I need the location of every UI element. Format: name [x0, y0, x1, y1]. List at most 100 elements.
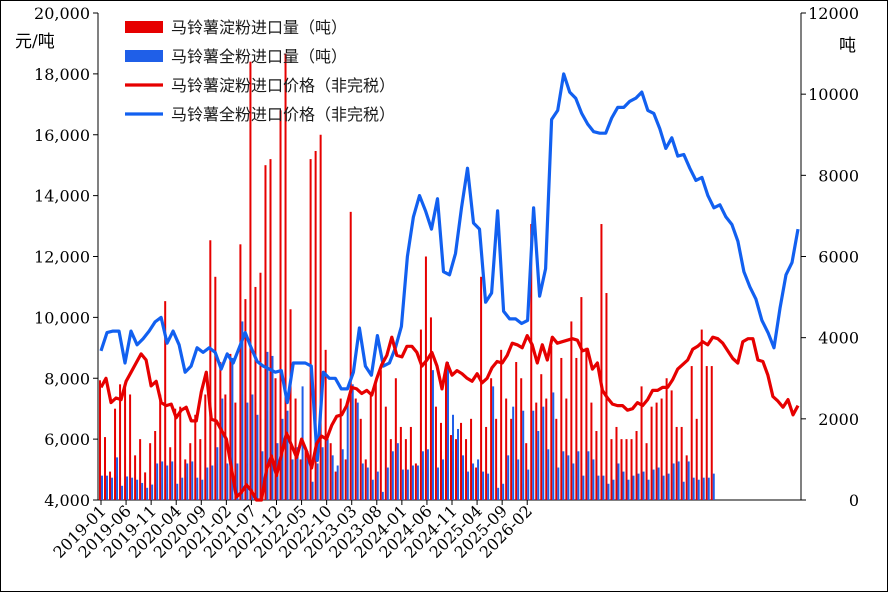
- flour-qty-bar: [411, 465, 414, 500]
- flour-qty-bar: [612, 479, 615, 500]
- starch-qty-bar: [675, 426, 678, 500]
- starch-qty-bar: [374, 382, 377, 500]
- flour-qty-bar: [677, 461, 680, 500]
- flour-qty-bar: [331, 455, 334, 500]
- starch-qty-bar: [174, 408, 177, 500]
- flour-qty-bar: [271, 355, 274, 500]
- flour-price-line: [99, 72, 800, 462]
- flour-qty-bar: [557, 467, 560, 500]
- starch-qty-bar: [329, 443, 332, 500]
- flour-qty-bar: [356, 402, 359, 500]
- flour-qty-bar: [547, 449, 550, 500]
- left-tick-label: 4,000: [44, 491, 90, 510]
- flour-qty-bar: [291, 459, 294, 500]
- flour-qty-bar: [141, 482, 144, 500]
- left-tick-label: 14,000: [34, 187, 90, 206]
- flour-qty-bar: [401, 469, 404, 500]
- starch-qty-bar: [480, 276, 483, 500]
- starch-qty-bar: [665, 378, 668, 500]
- right-axis-unit: 吨: [839, 36, 856, 56]
- flour-qty-bar: [472, 463, 475, 500]
- starch-qty-bar: [475, 467, 478, 500]
- flour-qty-bar: [281, 418, 284, 500]
- starch-qty-bar: [289, 309, 292, 500]
- starch-qty-bar: [264, 165, 267, 500]
- starch-qty-bar: [274, 378, 277, 500]
- starch-qty-bar: [560, 357, 563, 500]
- flour-qty-bar: [176, 483, 179, 500]
- flour-qty-bar: [441, 459, 444, 500]
- starch-qty-bar: [279, 110, 282, 501]
- starch-qty-bar: [364, 459, 367, 500]
- starch-qty-bar: [630, 439, 633, 500]
- starch-qty-bar: [625, 439, 628, 500]
- starch-qty-bar: [119, 384, 122, 500]
- starch-qty-bar: [384, 406, 387, 500]
- starch-qty-bar: [490, 378, 493, 500]
- starch-qty-bar: [134, 455, 137, 500]
- flour-qty-bar: [361, 463, 364, 500]
- starch-qty-bar: [655, 402, 658, 500]
- left-tick-label: 16,000: [34, 126, 90, 145]
- flour-qty-bar: [452, 414, 455, 500]
- starch-qty-bar: [379, 370, 382, 500]
- starch-qty-bar: [224, 394, 227, 500]
- left-tick-label: 6,000: [44, 430, 90, 449]
- flour-qty-bar: [542, 406, 545, 500]
- flour-qty-bar: [201, 479, 204, 500]
- starch-qty-bar: [324, 349, 327, 500]
- starch-qty-bar: [129, 394, 132, 500]
- flour-qty-bar: [181, 477, 184, 500]
- flour-qty-bar: [662, 475, 665, 500]
- starch-qty-bar: [284, 53, 287, 500]
- flour-qty-bar: [166, 465, 169, 500]
- legend: 马铃薯淀粉进口量（吨） 马铃薯全粉进口量（吨） 马铃薯淀粉进口价格（非完税） 马铃薯全…: [125, 18, 395, 124]
- starch-qty-bar: [394, 378, 397, 500]
- starch-qty-bar: [710, 366, 713, 500]
- flour-qty-bar: [216, 447, 219, 500]
- right-tick-label: 6000: [818, 248, 859, 267]
- starch-qty-bar: [680, 426, 683, 500]
- flour-qty-bar: [457, 428, 460, 500]
- starch-qty-bar: [354, 398, 357, 500]
- starch-qty-bar: [510, 418, 513, 500]
- starch-qty-bar: [500, 349, 503, 500]
- flour-qty-bar: [196, 477, 199, 500]
- starch-qty-bar: [414, 463, 417, 500]
- flour-qty-bar: [421, 451, 424, 500]
- starch-qty-bar: [525, 443, 528, 500]
- left-tick-label: 8,000: [44, 369, 90, 388]
- starch-qty-bar: [645, 443, 648, 500]
- left-tick-label: 12,000: [34, 248, 90, 267]
- starch-qty-bar: [249, 61, 252, 500]
- starch-qty-bar: [444, 370, 447, 500]
- starch-qty-bar: [294, 398, 297, 500]
- starch-qty-bar: [640, 386, 643, 500]
- starch-qty-bar: [434, 406, 437, 500]
- flour-qty-bar: [572, 463, 575, 500]
- flour-qty-bar: [582, 475, 585, 500]
- flour-qty-bar: [436, 467, 439, 500]
- starch-qty-bar: [670, 390, 673, 500]
- starch-qty-bar: [695, 418, 698, 500]
- starch-qty-bar: [389, 439, 392, 500]
- left-tick-label: 18,000: [34, 65, 90, 84]
- flour-qty-bar: [477, 459, 480, 500]
- legend-label: 马铃薯淀粉进口价格（非完税）: [171, 76, 395, 95]
- flour-qty-bar: [637, 473, 640, 500]
- starch-qty-bar: [635, 431, 638, 500]
- flour-qty-bar: [406, 469, 409, 500]
- flour-qty-bar: [652, 469, 655, 500]
- flour-qty-bar: [251, 394, 254, 500]
- starch-qty-bar: [179, 406, 182, 500]
- starch-qty-bar: [199, 439, 202, 500]
- flour-qty-bar: [682, 481, 685, 500]
- starch-qty-bar: [595, 431, 598, 500]
- flour-qty-bar: [246, 402, 249, 500]
- flour-qty-bar: [622, 471, 625, 500]
- starch-qty-bar: [424, 256, 427, 500]
- starch-qty-bar: [565, 398, 568, 500]
- flour-qty-bar: [697, 479, 700, 500]
- flour-qty-bar: [627, 479, 630, 500]
- left-tick-label: 20,000: [34, 4, 90, 23]
